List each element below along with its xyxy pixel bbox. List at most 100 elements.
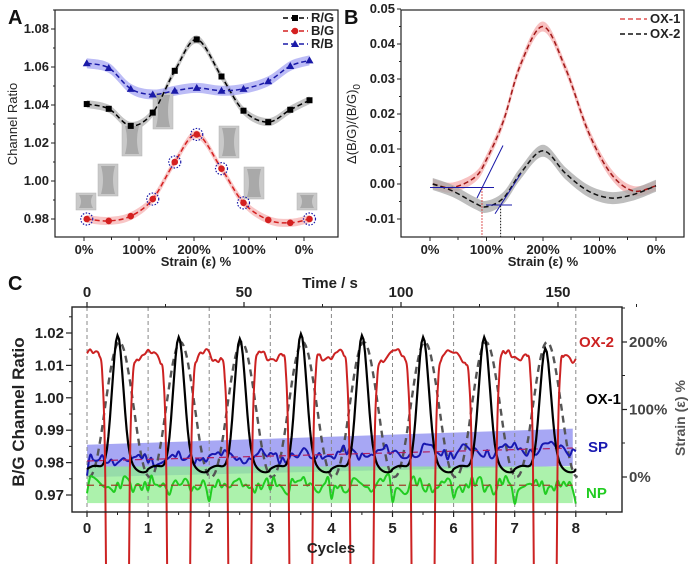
specimen-shape (247, 169, 261, 197)
panel-a-point-b-g (171, 158, 179, 166)
panel-a-point-r-b (192, 83, 201, 91)
panel-a-y-tick-label: 1.02 (24, 135, 49, 150)
panel-a-xlabel: Strain (ε) % (161, 254, 232, 269)
panel-b-y-tick-label: 0.00 (370, 176, 395, 191)
panel-c-line-strain (88, 340, 578, 479)
panel-a-chart: 0.98 1.00 1.02 1.04 1.06 1.08 0% 100% 200% 100% 0%… (5, 9, 339, 269)
panel-a-highlight-ring (168, 155, 182, 169)
panel-a-point-b-g (105, 217, 113, 225)
panel-a-point-b-g (240, 199, 247, 207)
panel-b-tangent-ox1 (476, 145, 504, 199)
panel-a-point-b-g (149, 195, 157, 203)
panel-c-y-tick-label: 1.00 (35, 390, 64, 407)
panel-c-series-label-np: NP (586, 485, 607, 502)
panel-a-y-tick-label: 1.06 (24, 59, 49, 74)
panel-c-line-ox1 (86, 330, 577, 474)
panel-a-legend-marker (291, 40, 299, 47)
panel-a-point-r-b (239, 84, 248, 92)
panel-b-y-tick-label: 0.05 (370, 1, 395, 16)
panel-a-y-tick-label: 0.98 (24, 211, 49, 226)
panel-c-right-tick-label: 100% (629, 402, 667, 419)
panel-a-legend-label-0: R/G (311, 10, 334, 25)
panel-c-top-tick-label: 100 (388, 284, 413, 301)
panel-a-legend-marker (291, 27, 299, 35)
panel-c-label: C (8, 273, 22, 295)
panel-a-point-r-g (218, 73, 225, 80)
panel-c-top-tick-label: 150 (545, 284, 570, 301)
panel-c-x-tick-label: 6 (449, 520, 457, 537)
panel-a-x-tick-label: 0% (75, 242, 94, 257)
panel-a-legend-label-2: R/B (311, 36, 333, 51)
panel-c-x-tick-label: 1 (144, 520, 152, 537)
panel-a-y-tick-label: 1.08 (24, 21, 49, 36)
panel-a-legend-marker (292, 15, 298, 21)
panel-a-point-b-g (193, 131, 201, 138)
panel-a-point-r-g (287, 106, 294, 113)
panel-a-point-r-b (264, 77, 273, 85)
panel-c-y-tick-label: 0.97 (35, 487, 64, 504)
panel-a-y-tick-label: 1.00 (24, 173, 49, 188)
panel-c-xlabel: Cycles (307, 540, 355, 557)
panel-b-x-tick-label: 200% (526, 242, 560, 257)
panel-a-point-r-g (265, 119, 272, 126)
panel-a-band-r-b (86, 55, 310, 100)
panel-b-line-ox-2 (432, 150, 657, 208)
panel-c-band-sp (87, 428, 573, 478)
panel-c-top-xlabel: Time / s (302, 275, 358, 292)
panel-b-legend-label-0: OX-1 (650, 11, 680, 26)
panel-b-tangent-ox2 (494, 173, 522, 215)
panel-b-x-tick-label: 0% (647, 242, 666, 257)
panel-a-highlight-ring (302, 212, 317, 226)
specimen-shape (125, 126, 139, 154)
panel-c-ylabel: B/G Channel Ratio (9, 337, 28, 486)
panel-b-ylabel-sub: 0 (352, 84, 363, 90)
panel-c-chart: 0.97 0.98 0.99 1.00 1.01 1.02 0 1 2 3 4 5 6 7 8 0 50 100 1… (9, 275, 688, 564)
panel-a-point-r-g (306, 97, 313, 104)
panel-b-ylabel: Δ(B/G)/(B/G)0 (344, 84, 363, 164)
panel-b-x-tick-label: 100% (583, 242, 617, 257)
panel-a-point-r-g (127, 122, 134, 129)
panel-a-point-r-b (170, 86, 179, 94)
panel-a-point-r-g (240, 107, 247, 114)
panel-a-highlight-ring (80, 212, 94, 226)
panel-a-point-r-b (217, 86, 226, 94)
panel-a-x-tick-label: 100% (122, 242, 156, 257)
panel-a-point-r-b (305, 56, 314, 64)
panel-b-y-tick-label: 0.02 (370, 106, 395, 121)
panel-a-point-r-b (126, 84, 135, 92)
panel-c-line-sp (86, 440, 577, 476)
panel-c-x-tick-label: 3 (266, 520, 274, 537)
panel-a-point-r-b (148, 90, 157, 98)
panel-a-label: A (8, 7, 22, 29)
panel-c-x-tick-label: 0 (83, 520, 91, 537)
panel-a-band-b-g (86, 130, 310, 227)
panel-a-legend-label-1: B/G (311, 23, 334, 38)
specimen-shape (300, 195, 314, 208)
panel-c-x-tick-label: 2 (205, 520, 213, 537)
panel-b-y-tick-label: -0.01 (365, 211, 395, 226)
panel-b-line-ox-1 (432, 25, 657, 193)
specimen-shape (156, 95, 170, 127)
panel-a-highlight-ring (190, 127, 204, 142)
panel-a-point-r-g (193, 36, 200, 43)
panel-a-highlight-ring (146, 192, 160, 206)
panel-a-point-b-g (218, 165, 225, 172)
specimen-shape (101, 166, 115, 194)
panel-b-frame (400, 9, 685, 238)
panel-b-y-tick-label: 0.04 (370, 36, 396, 51)
panel-c-y-tick-label: 1.01 (35, 357, 64, 374)
panel-a-y-tick-label: 1.04 (24, 97, 50, 112)
panel-a-line-b-g (86, 133, 310, 224)
panel-c-right-ylabel: Strain (ε) % (672, 380, 688, 456)
panel-c-right-tick-label: 0% (629, 469, 651, 486)
specimen-shape (222, 128, 236, 156)
panel-c-mean-sp (86, 447, 573, 462)
panel-c-top-tick-label: 0 (83, 284, 91, 301)
panel-c-series-label-sp: SP (588, 439, 608, 456)
specimen-shape (79, 195, 93, 208)
panel-b-x-tick-label: 0% (421, 242, 440, 257)
panel-c-y-tick-label: 1.02 (35, 325, 64, 342)
panel-a-point-b-g (306, 215, 313, 223)
panel-a-highlight-ring (236, 196, 251, 210)
